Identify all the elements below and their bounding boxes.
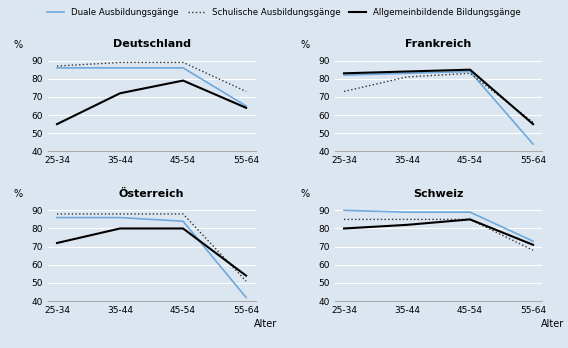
Title: Schweiz: Schweiz <box>414 189 463 199</box>
Title: Deutschland: Deutschland <box>112 39 190 49</box>
X-axis label: Alter: Alter <box>541 319 565 329</box>
Legend: Duale Ausbildungsgänge, Schulische Ausbildungsgänge, Allgemeinbildende Bildungsg: Duale Ausbildungsgänge, Schulische Ausbi… <box>44 4 524 20</box>
Y-axis label: %: % <box>301 189 310 199</box>
Y-axis label: %: % <box>301 40 310 49</box>
Title: Österreich: Österreich <box>119 189 184 199</box>
Title: Frankreich: Frankreich <box>406 39 471 49</box>
X-axis label: Alter: Alter <box>254 319 278 329</box>
Y-axis label: %: % <box>14 189 23 199</box>
Y-axis label: %: % <box>14 40 23 49</box>
